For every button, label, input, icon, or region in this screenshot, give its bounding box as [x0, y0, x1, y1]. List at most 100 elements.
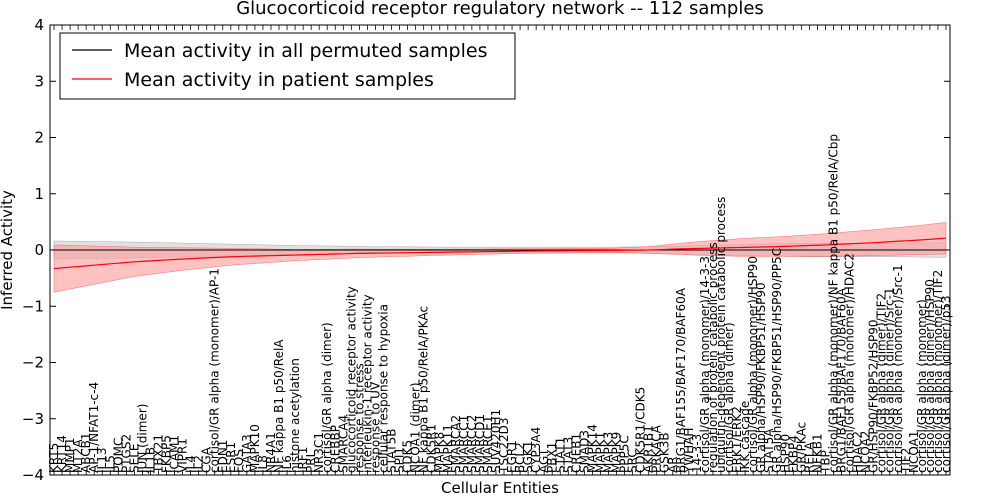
entity-label: MAPK10	[248, 424, 262, 473]
y-axis-label: Inferred Activity	[0, 190, 16, 310]
entity-label: HDAC2	[851, 431, 865, 473]
entity-label: GR alpha/HSP90/FKBP51/HSP90	[754, 282, 768, 473]
y-tick-label: −1	[22, 297, 44, 315]
entity-label: NF kappa B1 p50/RelA	[272, 339, 286, 473]
entity-label: AR	[666, 456, 680, 473]
y-tick-label: 2	[34, 129, 44, 147]
entity-label: cortisol/GR alpha (dimer)/Src-1	[883, 287, 897, 473]
entity-label: STAT1	[553, 437, 567, 473]
entity-label: cortisol/GR alpha (dimer)/TIF2	[875, 293, 889, 473]
x-axis: KRT5KRT14MMP1MT2AABCB1AP-1/NFAT1-c-4IL13…	[47, 25, 953, 475]
entity-label: MAPK3	[601, 432, 615, 473]
entity-label: NF kappa B1 p50/RelA/PKAc	[417, 306, 431, 473]
entity-label: NR3C1	[312, 432, 326, 473]
entity-label: CGA	[200, 446, 214, 473]
entity-label: MMP1	[63, 437, 77, 473]
entity-label: GR/HSP90/FKBP52/HSP90	[867, 319, 881, 473]
entity-label: MAPK1	[593, 432, 607, 473]
entity-label: PBX1	[545, 442, 559, 473]
entity-label: STAT5A	[762, 428, 776, 473]
entity-label: MAPK14	[585, 424, 599, 473]
entity-label: CDK5	[401, 440, 415, 473]
entity-label: cortisol/GR alpha (monomer)/Src-1	[891, 264, 905, 473]
entity-label: STAT5B	[385, 429, 399, 474]
entity-label: TBP	[818, 450, 832, 474]
entity-label: cortisol/GR alpha (monomer)/NF kappa B1 …	[826, 134, 840, 473]
y-tick-label: 3	[34, 72, 44, 90]
entity-label: GR/PKAc	[794, 422, 808, 473]
patient-mean-line	[53, 237, 947, 270]
entity-label: glucocorticoid receptor activity	[344, 286, 358, 473]
entity-label: FOS	[232, 449, 246, 473]
patient-band	[53, 222, 947, 293]
entity-label: FKBP5	[160, 435, 174, 473]
entity-label: regulation of protein catabolic process	[706, 242, 720, 473]
entity-label: cortisol/GR alpha (monomer)	[915, 299, 929, 473]
entity-label: BRG1/BAF155/BAF170/BAF60A	[674, 287, 688, 473]
y-tick-label: −2	[22, 354, 44, 372]
entity-label: PRKACA	[650, 424, 664, 473]
chart-title: Glucocorticoid receptor regulatory netwo…	[236, 0, 764, 19]
entity-label: YWHAH	[682, 428, 696, 474]
y-axis: −4 −3 −2 −1 0 1 2 3 4	[22, 16, 950, 484]
entity-label: ABCB1	[79, 433, 93, 473]
entity-label: SMARCC1	[457, 415, 471, 473]
entity-label: SMARCC2	[465, 415, 479, 473]
entity-label: PRL	[304, 450, 318, 473]
x-axis-label: Cellular Entities	[441, 479, 559, 497]
entity-label: IKK cascade	[738, 401, 752, 473]
y-tick-label: 4	[34, 16, 44, 34]
entity-label: interleukin-1 receptor activity	[360, 294, 374, 473]
entity-label: IL8	[256, 455, 270, 473]
entity-label: KRT14	[55, 435, 69, 473]
entity-label: MAPK8	[433, 432, 447, 473]
entity-label: GR alpha/HSP90/FKBP51/HSP90/PP5C	[770, 248, 784, 473]
entity-label: KRT5	[47, 443, 61, 473]
entity-label: CYP3A4	[529, 427, 543, 473]
entity-label: IRF1	[296, 447, 310, 473]
entity-label: IL2	[192, 455, 206, 473]
entity-label: AKR1B1	[642, 425, 656, 473]
entity-label: cortisol/GR alpha (dimer)/p53	[939, 295, 953, 473]
entity-label: NCOA2	[859, 431, 873, 473]
entity-label: SGK1	[521, 441, 535, 473]
entity-label: PTGS2	[119, 434, 133, 473]
entity-label: IL13	[95, 448, 109, 474]
entity-label: cortisol/GR alpha (monomer)/TIF2	[931, 270, 945, 473]
entity-label: cortisol/GR alpha (dimer)	[320, 322, 334, 473]
entity-label: PPP5C	[618, 435, 632, 473]
entity-label: IL5	[103, 455, 117, 473]
entity-label: VIPR1	[176, 438, 190, 473]
entity-label: cortisol/GR alpha (dimer)/HSP90	[923, 279, 937, 473]
entity-label: SMARCA2	[449, 415, 463, 473]
y-tick-label: 0	[34, 241, 44, 259]
entity-label: SMARCD1	[473, 414, 487, 473]
entity-label: TSC22D3	[497, 418, 511, 474]
entity-label: STAT3	[561, 437, 575, 473]
entity-label: BRG1/BAF155/BAF170/BAF60A	[835, 287, 849, 473]
entity-label: response to stress	[352, 363, 366, 473]
entity-label: ESR1	[224, 442, 238, 473]
entity-label: EGR1	[505, 440, 519, 473]
entity-label: IL1B	[143, 447, 157, 473]
entity-label: NR4A1	[264, 432, 278, 473]
entity-label: AP-1/NFAT1-c-4	[87, 382, 101, 473]
entity-label: NCOA1 (dimer)	[409, 382, 423, 473]
entity-label: JUN (dimer)	[135, 404, 149, 474]
entity-label: CDK5R1	[425, 424, 439, 473]
entity-label: ICAM1	[168, 435, 182, 473]
legend-box	[59, 32, 516, 100]
entity-label: CREBBP	[328, 425, 342, 473]
entity-label: SPI1	[393, 447, 407, 473]
entity-label: HSP90	[778, 434, 792, 473]
entity-label: TBX21	[151, 434, 165, 474]
entity-label: CREB1	[569, 433, 583, 473]
entity-label: SMARCE1	[481, 415, 495, 473]
entity-label: SRC	[626, 449, 640, 473]
entity-label: SMAD3	[577, 430, 591, 473]
y-tick-label: −4	[22, 466, 44, 484]
entity-label: POMC	[111, 438, 125, 473]
entity-label: cortisol/GR alpha (monomer)/HDAC2	[843, 253, 857, 473]
legend-label-permuted: Mean activity in all permuted samples	[124, 40, 487, 62]
